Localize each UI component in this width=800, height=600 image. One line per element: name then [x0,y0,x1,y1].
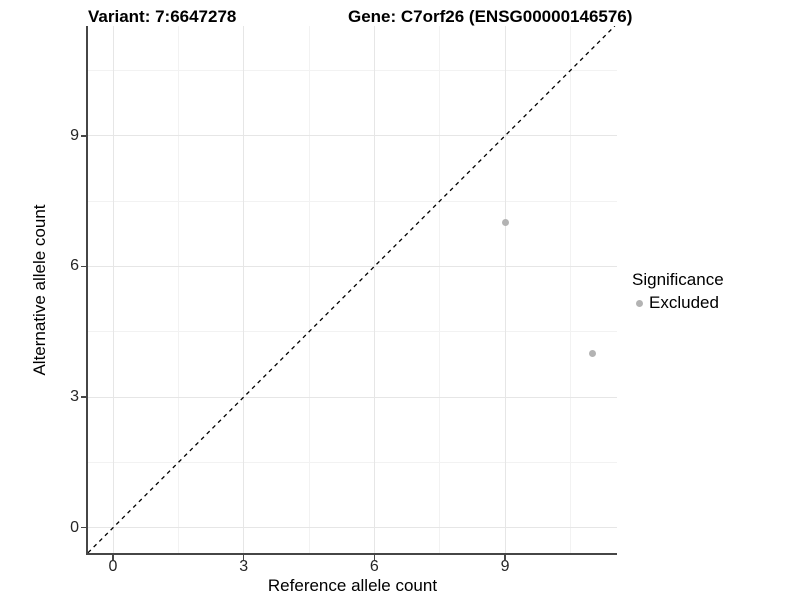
y-gridline-major [88,135,617,137]
y-tick-label: 9 [70,126,79,144]
x-tick-mark [242,555,245,560]
y-gridline-minor [88,200,617,202]
identity-line-layer [88,26,616,553]
x-tick-label: 6 [369,558,379,575]
x-gridline-minor [569,26,571,553]
x-axis-line [86,553,617,555]
x-tick-mark [373,555,376,560]
y-gridline-major [88,265,617,267]
x-gridline-major [373,26,375,553]
x-tick-label: 3 [239,558,249,575]
data-point [501,219,509,227]
legend-item-label: Excluded [649,293,719,312]
x-gridline-minor [177,26,179,553]
plot-title-variant: Variant: 7:6647278 [88,7,237,26]
x-tick-mark [112,555,114,560]
y-tick-mark [81,526,86,529]
y-axis-line [86,26,88,555]
x-tick-mark [504,555,506,560]
x-gridline-major [504,26,506,553]
x-gridline-minor [308,26,310,553]
y-tick-mark [81,135,86,137]
y-tick-mark [81,265,86,268]
y-gridline-major [88,396,617,398]
y-gridline-minor [88,69,617,71]
x-tick-label: 0 [108,558,118,575]
y-tick-label: 6 [70,257,79,275]
x-tick-label: 9 [500,558,510,575]
legend-title: Significance [632,270,724,289]
x-gridline-major [243,26,245,553]
legend: Significance Excluded [632,270,724,312]
y-gridline-major [88,527,617,529]
y-tick-label: 3 [70,388,79,406]
legend-point-icon [636,299,643,307]
x-gridline-major [112,26,114,553]
x-axis-title: Reference allele count [267,576,438,595]
identity-dashed-line [88,26,616,553]
y-gridline-minor [88,461,617,463]
legend-item-excluded: Excluded [632,293,724,312]
plot-panel [88,26,617,553]
y-tick-label: 0 [70,518,79,536]
x-gridline-minor [439,26,441,553]
data-point [588,350,596,358]
y-tick-mark [81,396,86,398]
y-gridline-minor [88,331,617,333]
plot-title-gene: Gene: C7orf26 (ENSG00000146576) [348,7,633,26]
